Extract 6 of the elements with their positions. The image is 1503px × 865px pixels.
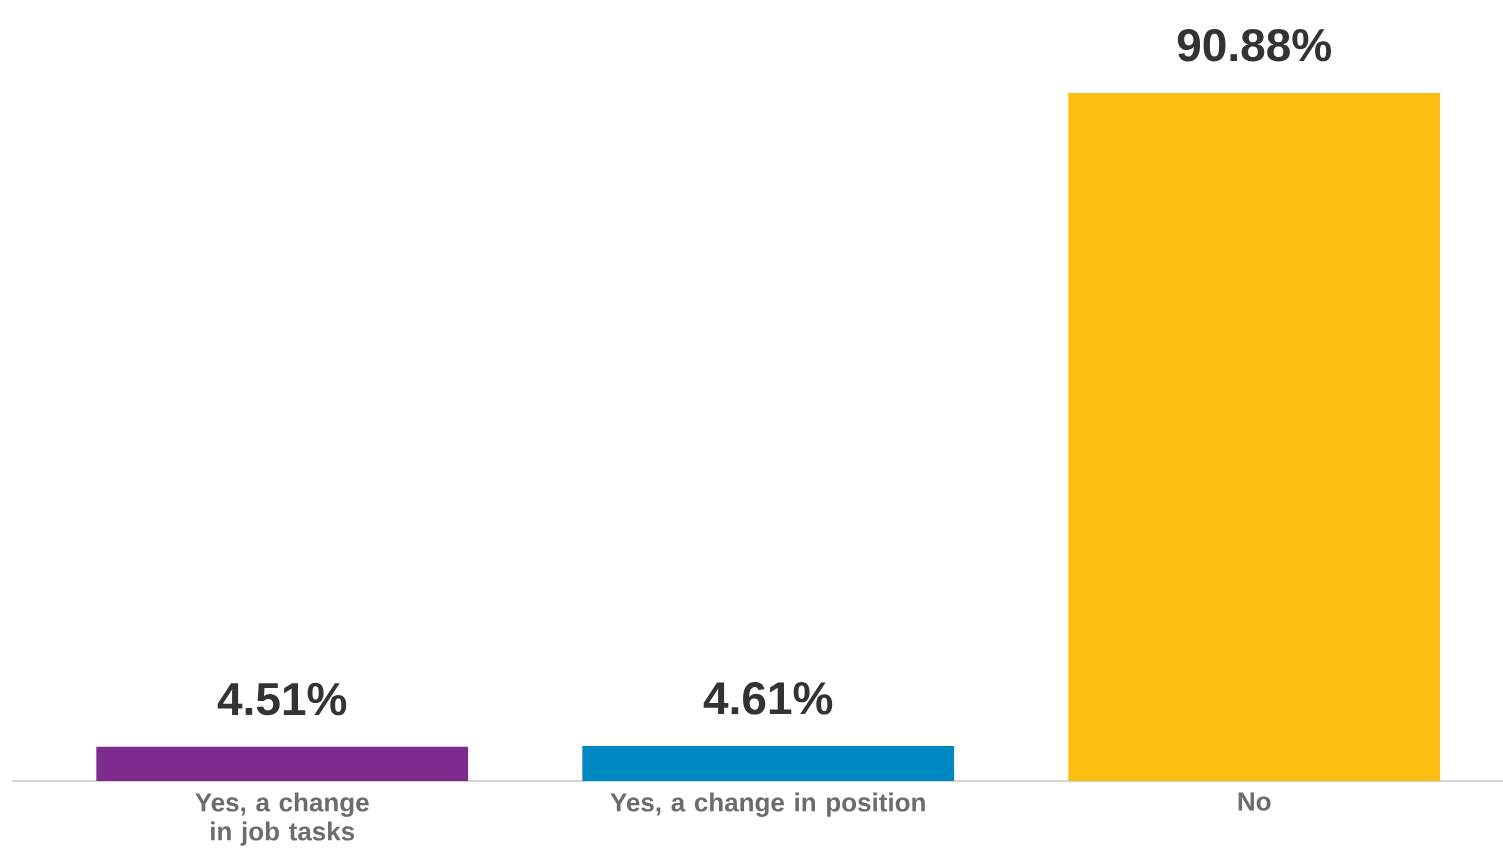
- x-tick-label: No: [1238, 792, 1271, 811]
- data-label: 90.88%: [1177, 28, 1331, 62]
- data-label: 4.61%: [703, 682, 833, 715]
- data-label: 4.51%: [217, 682, 347, 716]
- x-tick-label: Yes, a change in position: [610, 792, 925, 817]
- x-tick-label: Yes, a change in job tasks: [195, 792, 369, 846]
